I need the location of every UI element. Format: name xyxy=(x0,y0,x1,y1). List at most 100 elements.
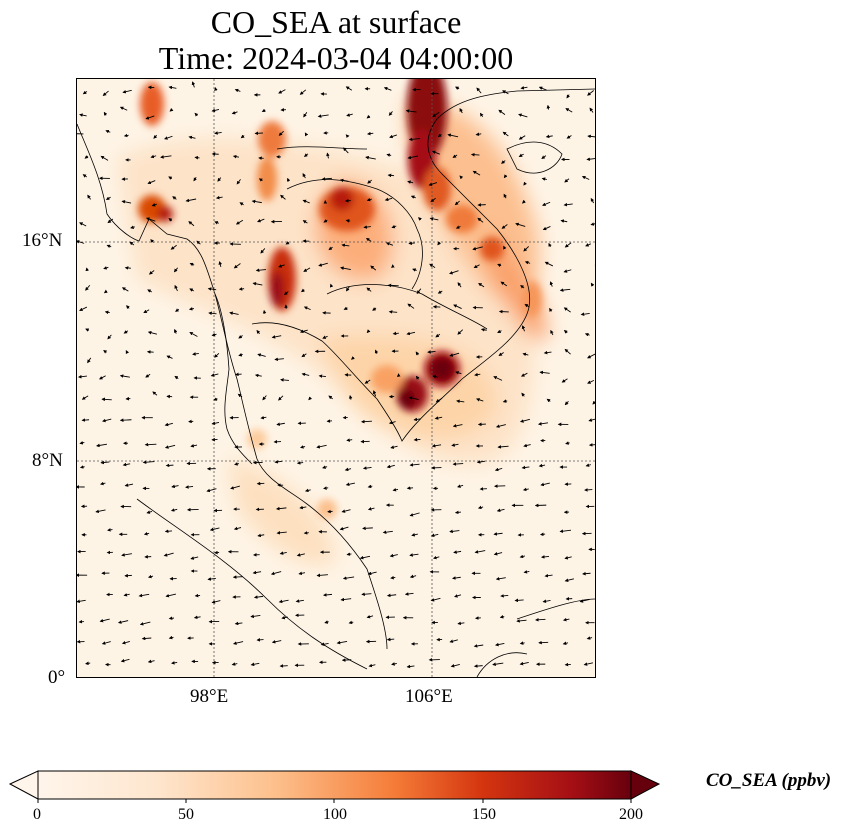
wind-arrow xyxy=(346,113,353,117)
wind-arrow xyxy=(386,637,395,642)
wind-arrow xyxy=(391,224,397,229)
wind-arrow xyxy=(495,424,506,428)
wind-arrow xyxy=(253,595,264,599)
wind-arrow xyxy=(589,107,594,113)
colorbar-extend-min xyxy=(8,770,39,800)
wind-arrow xyxy=(165,593,177,598)
wind-arrow xyxy=(502,131,509,137)
wind-arrow xyxy=(342,147,349,154)
wind-arrow xyxy=(542,201,551,206)
wind-arrow xyxy=(141,636,152,641)
wind-arrow xyxy=(211,108,220,113)
wind-arrow xyxy=(566,135,572,139)
wind-arrow xyxy=(370,265,377,271)
wind-arrow xyxy=(152,391,158,396)
wind-arrow xyxy=(564,348,571,355)
wind-arrow xyxy=(77,374,87,379)
wind-arrow xyxy=(449,270,459,275)
wind-arrow xyxy=(430,197,436,203)
wind-arrow xyxy=(262,395,267,401)
wind-arrow xyxy=(339,178,349,183)
wind-arrow xyxy=(389,134,398,139)
wind-arrow xyxy=(539,532,546,537)
wind-arrow xyxy=(372,390,377,397)
wind-arrow xyxy=(453,550,462,554)
wind-arrow xyxy=(415,375,420,380)
wind-arrow xyxy=(300,445,306,449)
wind-arrow xyxy=(564,578,574,582)
wind-arrow xyxy=(367,484,373,489)
colorbar-tick-0: 0 xyxy=(33,806,41,823)
wind-arrow xyxy=(174,284,178,292)
wind-arrow xyxy=(345,134,350,139)
wind-arrow xyxy=(218,261,223,268)
wind-arrow xyxy=(546,398,551,403)
wind-arrow xyxy=(346,552,352,556)
wind-arrow xyxy=(411,533,418,537)
wind-arrow xyxy=(521,325,526,332)
wind-arrow xyxy=(318,374,326,378)
wind-arrow xyxy=(581,176,590,180)
wind-arrow xyxy=(107,218,114,224)
wind-arrow xyxy=(271,335,282,339)
wind-arrow xyxy=(392,331,399,336)
wind-arrow xyxy=(256,329,261,335)
wind-arrow xyxy=(516,619,527,623)
wind-arrow xyxy=(549,307,553,312)
wind-arrow xyxy=(524,261,531,265)
wind-arrow xyxy=(427,350,436,354)
wind-arrow xyxy=(257,353,266,357)
wind-arrow xyxy=(145,217,156,222)
wind-arrow xyxy=(270,571,282,576)
wind-arrow xyxy=(519,641,525,645)
wind-arrow xyxy=(582,571,591,576)
wind-arrow xyxy=(522,487,529,492)
wind-arrow xyxy=(340,266,351,271)
wind-arrow xyxy=(303,306,311,311)
wind-arrow xyxy=(145,373,151,378)
wind-arrow xyxy=(235,372,242,377)
wind-arrow xyxy=(416,288,422,295)
wind-arrow xyxy=(542,226,551,231)
wind-arrow xyxy=(474,550,486,554)
wind-arrow xyxy=(257,218,265,223)
wind-arrow xyxy=(324,620,329,624)
wind-arrow xyxy=(588,418,595,422)
wind-arrow xyxy=(341,509,351,513)
colorbar-tick-150: 150 xyxy=(472,806,496,823)
wind-arrow xyxy=(188,135,196,140)
wind-arrow xyxy=(583,662,593,666)
wind-arrow xyxy=(452,154,458,158)
wind-arrow xyxy=(124,483,134,487)
wind-arrow xyxy=(99,618,110,623)
wind-arrow xyxy=(405,109,417,113)
wind-arrow xyxy=(295,599,304,603)
wind-arrow xyxy=(523,443,531,448)
wind-arrow xyxy=(363,225,371,229)
wind-arrow xyxy=(431,150,440,155)
wind-arrow xyxy=(586,636,593,640)
wind-arrow xyxy=(117,620,129,624)
wind-arrow xyxy=(587,134,595,139)
wind-arrow xyxy=(150,239,155,243)
wind-arrow xyxy=(209,527,220,532)
wind-arrow xyxy=(107,334,112,340)
wind-arrow xyxy=(538,86,547,91)
wind-arrow xyxy=(129,241,135,246)
wind-arrow xyxy=(79,465,85,469)
wind-arrow xyxy=(302,199,310,204)
wind-arrow xyxy=(407,303,415,309)
wind-arrow xyxy=(502,90,509,95)
wind-arrow xyxy=(452,462,464,466)
wind-arrow xyxy=(102,90,109,96)
wind-arrow xyxy=(87,194,91,200)
wind-arrow xyxy=(538,463,546,468)
wind-arrow xyxy=(409,553,419,557)
wind-arrow xyxy=(147,331,157,335)
wind-arrow xyxy=(174,375,179,380)
wind-arrow xyxy=(452,576,461,580)
wind-arrow xyxy=(406,664,415,669)
wind-arrow xyxy=(585,463,592,467)
wind-arrow xyxy=(407,155,419,160)
wind-arrow xyxy=(584,332,590,337)
